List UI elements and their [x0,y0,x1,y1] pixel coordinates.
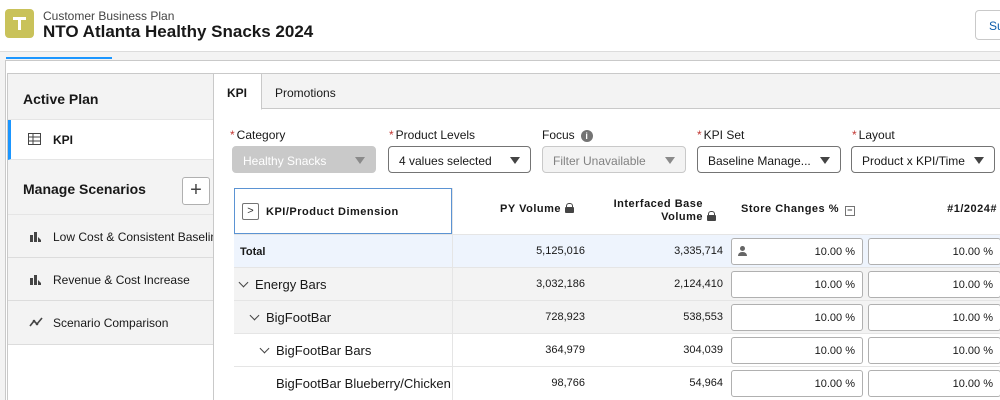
sidebar-item-label: Revenue & Cost Increase [53,273,190,287]
period-input[interactable]: 10.00 % [868,337,1000,364]
dimension-header: > KPI/Product Dimension [234,188,452,234]
lock-icon [565,203,574,213]
scenario-chart-icon [29,273,42,288]
kpi-set-label: * KPI Set [697,128,745,142]
py-volume-cell: 5,125,016 [536,245,585,257]
plan-panel: Active Plan KPI Manage Scenarios + [5,60,1000,400]
row-name: BigFootBar Blueberry/Chicken [276,376,451,391]
manage-scenarios-heading: Manage Scenarios [8,160,213,215]
focus-label: Focus i [542,128,593,142]
tab-bar: KPI Promotions [214,74,1000,110]
base-volume-cell: 304,039 [683,344,723,356]
main-content: KPI Promotions * Category Healthy Snacks … [214,73,1000,400]
py-volume-cell: 3,032,186 [536,278,585,290]
chevron-down-icon [820,157,830,164]
category-label: * Category [230,128,286,142]
product-levels-label: * Product Levels [389,128,476,142]
sidebar-item-kpi[interactable]: KPI [8,120,213,160]
sidebar-item-low-cost-scenario[interactable]: Low Cost & Consistent Baseline [8,215,213,258]
page-header: Customer Business Plan NTO Atlanta Healt… [0,0,1000,52]
kpi-set-select[interactable]: Baseline Manage... [697,146,841,173]
row-name[interactable]: BigFootBar Bars [259,343,371,358]
chevron-down-icon [665,157,675,164]
line-chart-icon [29,316,43,331]
store-changes-input[interactable]: 10.00 % [731,370,863,397]
store-changes-header: Store Changes % − [724,203,855,216]
period-header: #1/2024# [947,203,997,215]
table-row: BigFootBar Bars 364,979 304,039 10.00 % … [234,333,1000,366]
tab-kpi[interactable]: KPI [214,74,262,110]
row-name: Total [240,246,266,258]
chevron-down-icon [510,157,520,164]
page-title: NTO Atlanta Healthy Snacks 2024 [43,22,314,41]
sidebar-item-revenue-cost-scenario[interactable]: Revenue & Cost Increase [8,258,213,301]
base-volume-header: Interfaced Base Volume [594,198,716,224]
column-divider [452,188,453,400]
tab-promotions[interactable]: Promotions [275,86,336,100]
user-icon [738,246,748,257]
sidebar-item-scenario-comparison[interactable]: Scenario Comparison [8,301,213,345]
scenario-chart-icon [29,230,42,245]
chevron-down-icon[interactable] [249,310,260,321]
expand-all-button[interactable]: > [242,203,259,220]
period-input[interactable]: 10.00 % [868,370,1000,397]
sidebar-item-label: Low Cost & Consistent Baseline [53,230,213,244]
table-icon [28,133,41,148]
chevron-down-icon[interactable] [238,277,249,288]
info-icon[interactable]: i [580,130,593,142]
py-volume-cell: 364,979 [545,344,585,356]
page-subtitle: Customer Business Plan [43,9,175,23]
period-input[interactable]: 10.00 % [868,271,1000,298]
row-name[interactable]: BigFootBar [249,310,331,325]
focus-select: Filter Unavailable [542,146,686,173]
store-changes-input[interactable]: 10.00 % [731,304,863,331]
product-levels-select[interactable]: 4 values selected [388,146,531,173]
period-input[interactable]: 10.00 % [868,238,1000,265]
py-volume-header: PY Volume [494,203,574,215]
store-changes-input[interactable]: 10.00 % [731,238,863,265]
store-changes-input[interactable]: 10.00 % [731,337,863,364]
table-row: Energy Bars 3,032,186 2,124,410 10.00 % … [234,267,1000,300]
table-row: BigFootBar Blueberry/Chicken 98,766 54,9… [234,366,1000,399]
period-input[interactable]: 10.00 % [868,304,1000,331]
add-scenario-button[interactable]: + [182,177,210,205]
base-volume-cell: 2,124,410 [674,278,723,290]
layout-select[interactable]: Product x KPI/Time [851,146,995,173]
lock-icon [707,211,716,221]
table-row: Total 5,125,016 3,335,714 10.00 % 10.00 … [234,234,1000,267]
base-volume-cell: 54,964 [689,377,723,389]
row-name[interactable]: Energy Bars [238,277,327,292]
store-changes-input[interactable]: 10.00 % [731,271,863,298]
layout-label: * Layout [852,128,895,142]
sidebar: Active Plan KPI Manage Scenarios + [7,73,214,400]
active-plan-heading: Active Plan [8,74,213,120]
header-action-button[interactable]: Su [975,10,1000,40]
chevron-down-icon [355,157,365,164]
chevron-down-icon[interactable] [259,343,270,354]
sidebar-item-label: KPI [53,133,74,147]
collapse-icon[interactable]: − [845,206,855,216]
chevron-down-icon [974,157,984,164]
base-volume-cell: 538,553 [683,311,723,323]
sidebar-item-label: Scenario Comparison [53,316,169,330]
business-plan-icon [5,9,34,38]
base-volume-cell: 3,335,714 [674,245,723,257]
category-select[interactable]: Healthy Snacks [232,146,376,173]
dimension-header-label: KPI/Product Dimension [266,206,399,218]
table-row: BigFootBar 728,923 538,553 10.00 % 10.00… [234,300,1000,333]
header-accent-line [6,57,112,59]
py-volume-cell: 98,766 [551,377,585,389]
py-volume-cell: 728,923 [545,311,585,323]
